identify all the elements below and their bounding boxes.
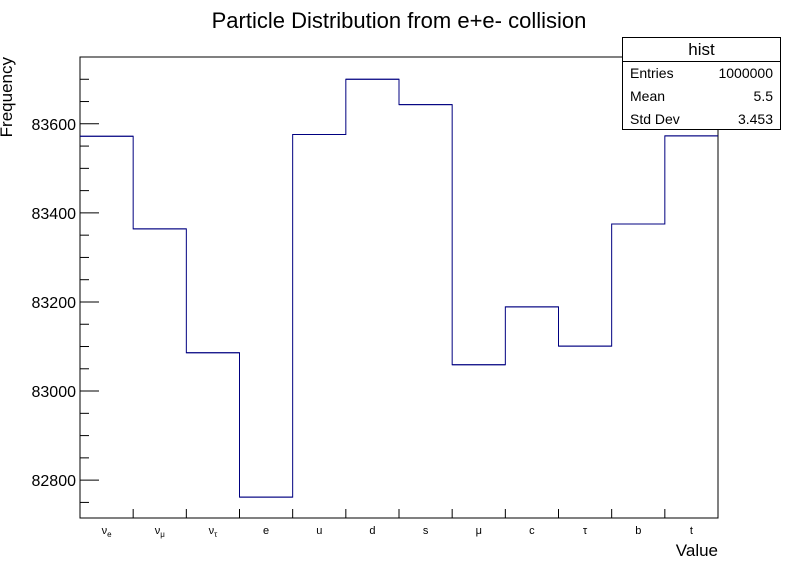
y-tick-label: 83000 — [32, 384, 77, 401]
x-category-label: t — [690, 525, 693, 537]
x-category-label: νe — [102, 525, 113, 539]
y-axis-label: Frequency — [0, 57, 16, 138]
stats-label: Std Dev — [630, 111, 680, 127]
x-category-label: b — [635, 525, 641, 537]
y-tick-label: 83200 — [32, 295, 77, 312]
x-category-label: ντ — [209, 525, 219, 539]
x-category-label: c — [529, 525, 535, 537]
stats-row-entries: Entries 1000000 — [623, 62, 780, 85]
y-tick-label: 83400 — [32, 206, 77, 223]
x-axis-label: Value — [676, 541, 718, 560]
x-category-label: μ — [476, 525, 482, 537]
x-category-label: d — [369, 525, 375, 537]
x-category-label: τ — [583, 525, 588, 537]
x-category-label: νμ — [155, 525, 166, 539]
stats-label: Mean — [630, 88, 666, 104]
x-category-label: e — [263, 525, 269, 537]
stats-row-mean: Mean 5.5 — [623, 85, 780, 108]
stats-box-title: hist — [623, 38, 780, 62]
stats-value: 1000000 — [718, 65, 773, 81]
stats-row-std-dev: Std Dev 3.453 — [623, 108, 780, 131]
histogram-bins — [80, 78, 718, 498]
stats-value: 3.453 — [737, 111, 773, 127]
x-axis-ticks: νe νμ ντ e u d s μ c τ b t — [102, 509, 693, 539]
stats-value: 5.5 — [753, 88, 773, 104]
x-category-label: u — [316, 525, 322, 537]
histogram-step-line — [80, 78, 718, 498]
x-category-label: s — [423, 525, 429, 537]
y-axis-ticks: 82800 83000 83200 83400 83600 — [32, 56, 99, 503]
y-tick-label: 83600 — [32, 117, 77, 134]
chart-title: Particle Distribution from e+e- collisio… — [212, 8, 587, 33]
stats-label: Entries — [630, 65, 674, 81]
stats-box: hist Entries 1000000 Mean 5.5 Std Dev 3.… — [622, 37, 781, 130]
y-tick-label: 82800 — [32, 473, 77, 490]
